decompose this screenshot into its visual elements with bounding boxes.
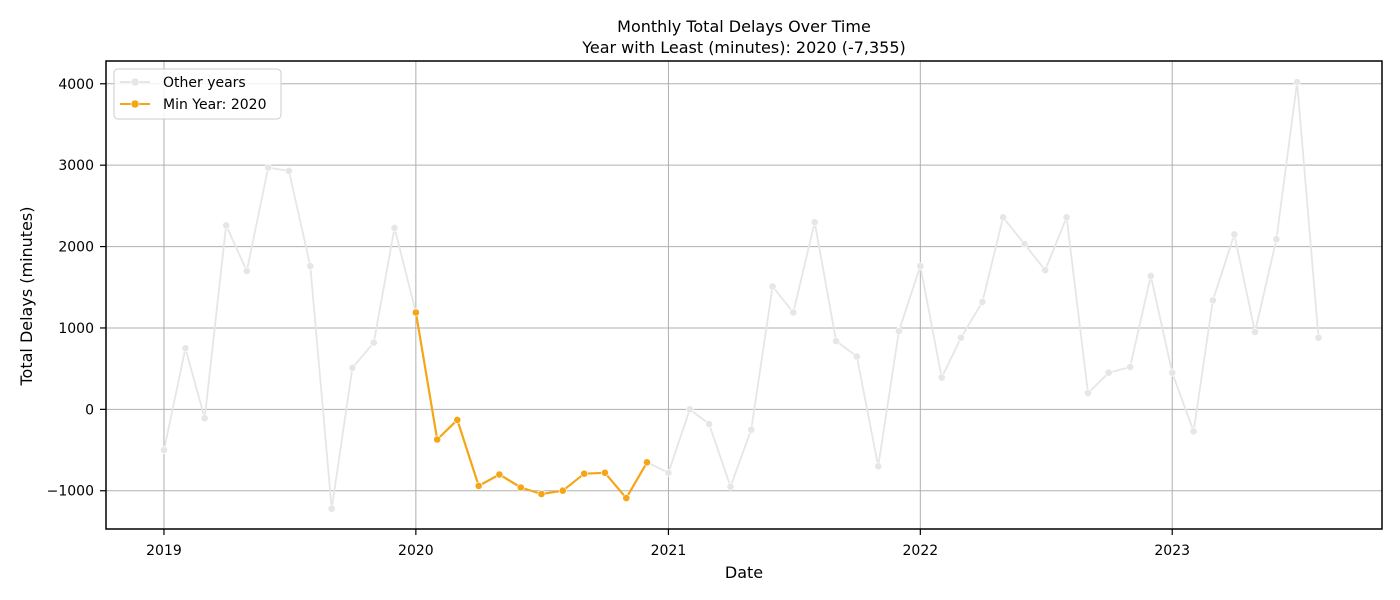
series-group	[160, 78, 1323, 513]
data-point-other-years	[832, 337, 840, 345]
legend-box	[113, 68, 282, 120]
x-tick-label: 2022	[903, 543, 939, 559]
data-point-other-years	[852, 352, 861, 361]
data-point-min-year	[453, 415, 462, 424]
data-point-other-years	[264, 163, 273, 172]
y-axis-label: Total Delays (minutes)	[17, 206, 36, 386]
data-point-min-year	[580, 469, 589, 478]
data-point-min-year	[495, 470, 504, 479]
data-point-other-years	[1062, 213, 1071, 222]
legend-marker-min-year	[130, 99, 140, 109]
data-point-other-years	[284, 166, 293, 175]
data-point-min-year	[558, 486, 567, 495]
axis-ticks: 2019 2020 2021 2022 2023 −1000 0 1000 2000 3000 40…	[47, 77, 1190, 559]
chart-subtitle: Year with Least (minutes): 2020 (-7,355)	[581, 38, 906, 57]
data-point-other-years	[937, 373, 946, 382]
data-point-other-years	[369, 338, 378, 347]
data-point-other-years	[999, 213, 1007, 222]
data-point-other-years	[916, 262, 925, 270]
data-point-other-years	[1314, 333, 1323, 342]
y-tick-label: 3000	[58, 158, 94, 174]
data-point-other-years	[1230, 230, 1239, 239]
data-point-other-years	[1104, 368, 1113, 377]
data-point-min-year	[622, 494, 631, 502]
data-point-other-years	[685, 405, 694, 414]
data-point-other-years	[1293, 78, 1301, 87]
y-tick-label: 4000	[58, 77, 94, 93]
data-point-other-years	[181, 344, 190, 353]
data-point-other-years	[200, 414, 209, 423]
legend-marker-other-years	[130, 77, 140, 87]
data-point-other-years	[1146, 271, 1155, 280]
data-point-other-years	[726, 482, 735, 491]
data-point-other-years	[705, 420, 713, 428]
data-point-other-years	[327, 504, 336, 513]
x-tick-label: 2020	[398, 543, 434, 559]
legend: Other years Min Year: 2020	[113, 68, 282, 120]
data-point-other-years	[895, 327, 903, 336]
y-tick-label: 2000	[58, 240, 94, 256]
data-point-other-years	[1084, 389, 1092, 397]
x-tick-label: 2021	[651, 543, 687, 559]
data-point-min-year	[537, 490, 546, 498]
series-line-other-years	[163, 166, 417, 510]
data-point-min-year	[516, 483, 525, 492]
data-point-other-years	[874, 462, 883, 471]
legend-label-min-year: Min Year: 2020	[163, 97, 266, 113]
data-point-other-years	[306, 262, 315, 270]
data-point-other-years	[1168, 368, 1177, 377]
data-point-other-years	[664, 468, 673, 477]
plot-frame	[105, 60, 1383, 530]
x-tick-label: 2019	[146, 543, 182, 559]
data-point-other-years	[789, 308, 798, 317]
legend-label-other-years: Other years	[163, 75, 246, 91]
data-point-min-year	[643, 458, 651, 467]
data-point-min-year	[601, 468, 609, 477]
grid	[106, 61, 1382, 529]
x-axis-label: Date	[725, 563, 763, 582]
data-point-other-years	[348, 363, 357, 372]
data-point-other-years	[1272, 235, 1281, 244]
data-point-other-years	[1020, 240, 1029, 248]
data-point-min-year	[474, 481, 483, 490]
chart-title: Monthly Total Delays Over Time	[617, 17, 871, 36]
data-point-other-years	[242, 267, 251, 275]
y-tick-label: −1000	[47, 484, 94, 500]
y-tick-label: 1000	[58, 321, 94, 337]
data-point-other-years	[1041, 266, 1050, 275]
data-point-other-years	[768, 282, 777, 291]
data-point-other-years	[978, 297, 987, 306]
data-point-other-years	[222, 221, 230, 230]
data-point-min-year	[433, 435, 442, 444]
data-point-other-years	[1189, 427, 1198, 436]
data-point-other-years	[1126, 363, 1134, 371]
series-line-other-years	[646, 81, 1320, 488]
series-line-min-year	[414, 312, 648, 500]
data-point-other-years	[160, 446, 168, 454]
data-point-other-years	[747, 425, 756, 434]
x-tick-label: 2023	[1154, 543, 1190, 559]
data-point-other-years	[957, 333, 965, 342]
data-point-other-years	[1209, 296, 1217, 305]
data-point-other-years	[810, 218, 819, 227]
data-point-other-years	[390, 223, 399, 232]
data-point-min-year	[411, 308, 420, 317]
y-tick-label: 0	[85, 402, 94, 418]
data-point-other-years	[1251, 328, 1259, 336]
